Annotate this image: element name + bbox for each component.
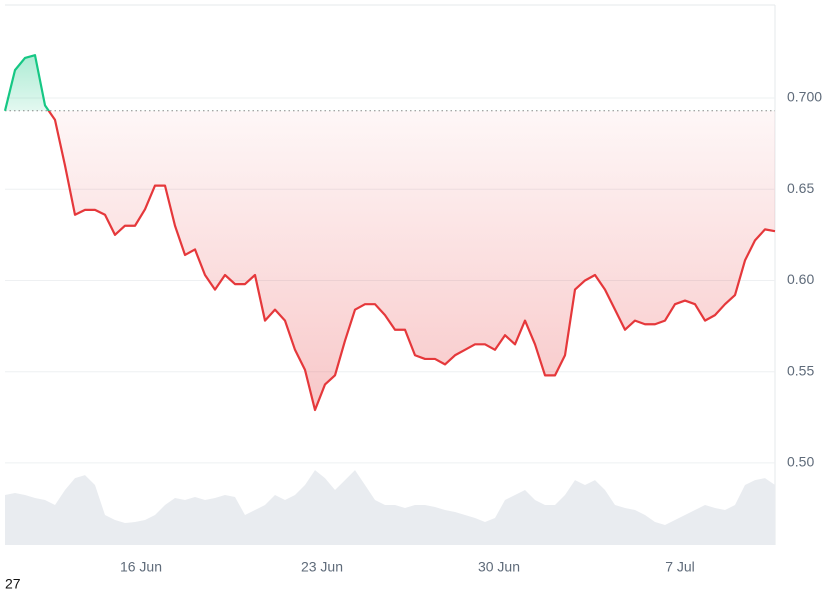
volume-area [5,470,775,545]
y-tick-label: 0.50 [787,454,814,470]
corner-label: 27 [5,576,21,592]
y-tick-label: 0.55 [787,362,814,378]
x-tick-label: 30 Jun [478,559,520,575]
y-tick-label: 0.60 [787,271,814,287]
y-tick-label: 0.65 [787,180,814,196]
x-tick-label: 23 Jun [301,559,343,575]
x-tick-label: 16 Jun [120,559,162,575]
y-tick-label: 0.700 [787,89,822,105]
price-line [3,54,776,412]
price-area [5,55,775,411]
x-tick-label: 7 Jul [665,559,695,575]
